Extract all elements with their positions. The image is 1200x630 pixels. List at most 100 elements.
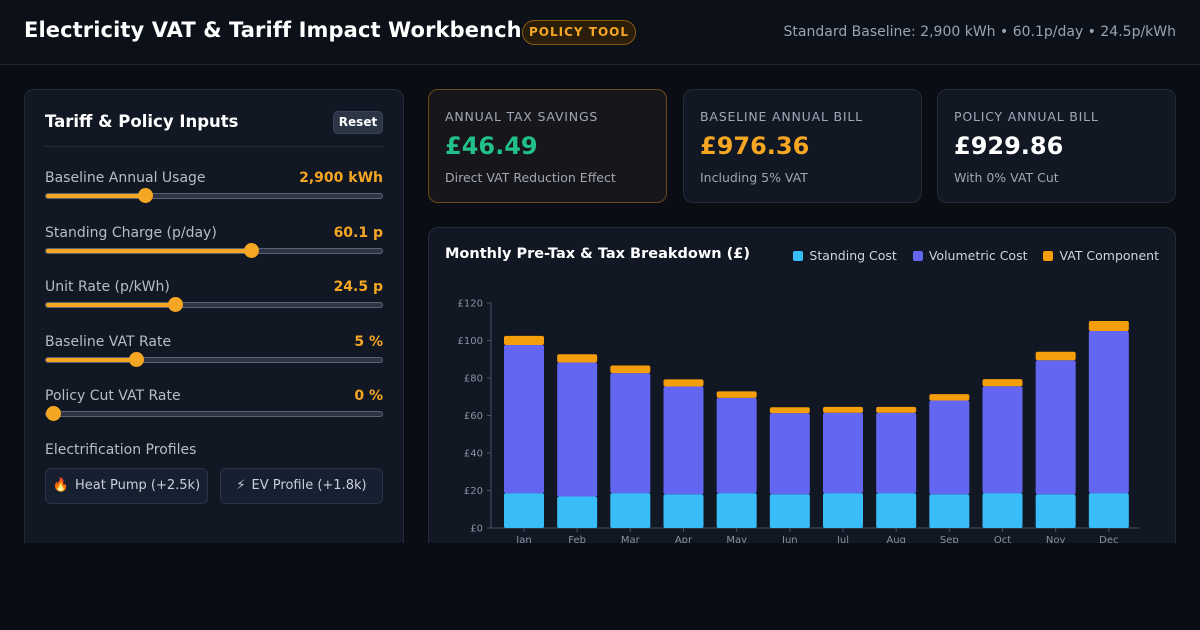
savings-card-value: £46.49 [445,132,538,160]
policy-bill-card: POLICY ANNUAL BILL £929.86 With 0% VAT C… [937,89,1176,203]
standing-charge-value: 60.1 p [333,225,383,241]
bar-standing [823,493,863,528]
policy-vat-slider[interactable] [45,411,383,417]
y-tick-label: £60 [464,411,483,422]
bar-volumetric [504,345,544,494]
lightning-icon: ⚡ [236,478,246,493]
bar-vat [769,407,810,414]
legend-vat-label: VAT Component [1059,248,1159,263]
inputs-panel: Tariff & Policy Inputs Reset Baseline An… [24,89,404,559]
baseline-vat-slider-thumb[interactable] [128,352,144,367]
bar-volumetric [557,362,598,497]
app-title: Electricity VAT & Tariff Impact Workbenc… [24,18,522,42]
bar-vat [1088,321,1129,331]
bar-volumetric [663,386,704,495]
policy-vat-label: Policy Cut VAT Rate [45,388,181,404]
policy-tool-badge: POLICY TOOL [522,20,636,45]
unit-rate-slider-thumb[interactable] [168,297,184,312]
bar-standing [663,494,704,528]
bar-standing [1088,493,1129,528]
usage-slider-fill [46,194,141,198]
app-header: Electricity VAT & Tariff Impact Workbenc… [0,0,1200,65]
bar-standing [716,493,757,528]
x-tick-label: May [726,535,747,546]
savings-card-sub: Direct VAT Reduction Effect [445,170,616,185]
bar-standing [557,496,598,528]
baseline-info: Standard Baseline: 2,900 kWh • 60.1p/day… [783,24,1176,40]
x-tick-label: Apr [675,535,693,546]
y-tick-label: £120 [458,299,483,310]
y-tick-label: £40 [464,449,483,460]
usage-slider[interactable] [45,193,383,199]
profiles-label: Electrification Profiles [45,442,197,458]
baseline-bill-label: BASELINE ANNUAL BILL [700,109,863,124]
bar-vat [610,365,651,374]
standing-charge-slider[interactable] [45,248,383,254]
bar-standing [610,493,651,528]
bar-volumetric [876,412,917,494]
bar-volumetric [982,386,1023,494]
baseline-bill-value: £976.36 [700,132,810,160]
legend-vat-swatch [1043,250,1054,261]
policy-vat-control: Policy Cut VAT Rate 0 % [45,388,383,428]
reset-button[interactable]: Reset [333,111,383,134]
standing-charge-slider-thumb[interactable] [244,243,259,258]
x-tick-label: Nov [1046,535,1066,546]
legend-volumetric-label: Volumetric Cost [928,248,1028,263]
bar-standing [876,493,917,528]
bar-vat [663,379,704,387]
panel-divider [44,146,384,147]
baseline-vat-value: 5 % [354,334,383,350]
fire-icon: 🔥 [52,478,70,493]
bar-vat [982,379,1023,387]
bar-vat [876,406,917,413]
bar-vat [823,406,863,413]
baseline-bill-card: BASELINE ANNUAL BILL £976.36 Including 5… [683,89,922,203]
bar-volumetric [1035,360,1076,495]
x-tick-label: Sep [940,535,959,546]
savings-card-label: ANNUAL TAX SAVINGS [445,109,599,124]
y-tick-label: £0 [470,524,483,535]
bar-standing [504,493,544,528]
bar-vat [1035,351,1076,361]
baseline-vat-label: Baseline VAT Rate [45,334,172,350]
x-tick-label: Aug [886,535,906,546]
x-tick-label: Dec [1099,535,1118,546]
usage-value: 2,900 kWh [299,170,383,186]
heat-pump-profile-label: Heat Pump (+2.5k) [75,478,201,493]
chart-panel: Monthly Pre-Tax & Tax Breakdown (£) Stan… [428,227,1176,557]
ev-profile-label: EV Profile (+1.8k) [251,478,367,493]
x-tick-label: Feb [568,535,586,546]
standing-charge-label: Standing Charge (p/day) [45,225,217,241]
policy-vat-slider-thumb[interactable] [46,406,61,421]
bar-standing [929,494,970,528]
legend-volumetric: Volumetric Cost [912,248,1028,263]
ev-profile-button[interactable]: ⚡ EV Profile (+1.8k) [220,468,383,504]
bar-standing [982,493,1023,528]
legend-volumetric-swatch [912,250,923,261]
baseline-vat-slider-fill [46,358,130,362]
baseline-vat-slider[interactable] [45,357,383,363]
bar-standing [1035,494,1076,528]
unit-rate-slider[interactable] [45,302,383,308]
x-tick-label: Jun [781,535,798,546]
baseline-bill-sub: Including 5% VAT [700,170,808,185]
bar-vat [557,354,598,363]
unit-rate-slider-fill [46,303,171,307]
standing-charge-slider-fill [46,249,248,253]
heat-pump-profile-button[interactable]: 🔥 Heat Pump (+2.5k) [45,468,208,504]
y-tick-label: £20 [464,486,483,497]
bar-vat [929,394,970,401]
y-tick-label: £80 [464,374,483,385]
bar-volumetric [1088,330,1129,494]
standing-charge-control: Standing Charge (p/day) 60.1 p [45,225,383,265]
stacked-bar-chart: £0 £20 £40 £60 £80 £100 £120 Jan Feb Mar Apr May Jun… [458,299,1139,546]
bar-vat [716,391,757,398]
savings-card: ANNUAL TAX SAVINGS £46.49 Direct VAT Red… [428,89,667,203]
bar-volumetric [769,413,810,495]
page-background [0,543,1200,630]
chart-legend: Standing Cost Volumetric Cost VAT Compon… [793,248,1159,263]
usage-control: Baseline Annual Usage 2,900 kWh [45,170,383,210]
baseline-vat-control: Baseline VAT Rate 5 % [45,334,383,374]
usage-slider-thumb[interactable] [138,188,154,203]
